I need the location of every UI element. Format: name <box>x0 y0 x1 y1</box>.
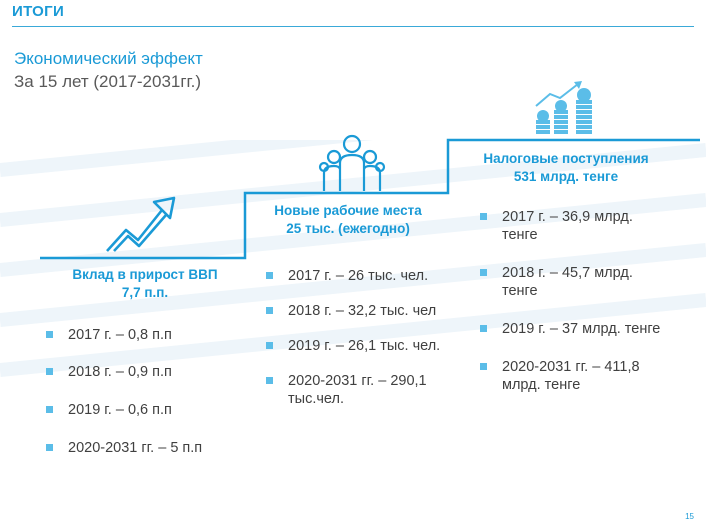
list-item-text: 2018 г. – 45,7 млрд. тенге <box>502 265 633 299</box>
list-item-text: 2019 г. – 26,1 тыс. чел. <box>288 338 441 354</box>
bullet-marker <box>266 272 273 279</box>
gdp-heading: Вклад в прирост ВВП 7,7 п.п. <box>40 266 250 302</box>
bullet-marker <box>480 363 487 370</box>
people-icon <box>318 134 386 191</box>
list-item: 2018 г. – 32,2 тыс. чел <box>266 302 456 320</box>
list-item: 2017 г. – 0,8 п.п <box>46 326 246 344</box>
list-item: 2020-2031 гг. – 290,1 тыс.чел. <box>266 372 458 408</box>
list-item-text: 2020-2031 гг. – 411,8 млрд. тенге <box>502 359 640 393</box>
coins-growth-icon <box>535 81 592 134</box>
list-item-text: 2020-2031 гг. – 5 п.п <box>68 440 203 456</box>
list-item: 2018 г. – 0,9 п.п <box>46 363 246 381</box>
list-item: 2020-2031 гг. – 5 п.п <box>46 439 246 457</box>
list-item: 2019 г. – 37 млрд. тенге <box>480 320 665 338</box>
tax-heading: Налоговые поступления 531 млрд. тенге <box>456 150 676 186</box>
bullet-marker <box>266 377 273 384</box>
growth-chart-icon <box>106 196 176 252</box>
subtitle-period: За 15 лет (2017-2031гг.) <box>14 72 202 91</box>
list-item-text: 2019 г. – 0,6 п.п <box>68 402 172 418</box>
jobs-heading-value: 25 тыс. (ежегодно) <box>286 221 410 236</box>
list-item: 2017 г. – 36,9 млрд. тенге <box>480 208 665 244</box>
list-item: 2020-2031 гг. – 411,8 млрд. тенге <box>480 358 665 394</box>
list-item-text: 2017 г. – 0,8 п.п <box>68 327 172 343</box>
tax-heading-value: 531 млрд. тенге <box>513 169 619 184</box>
bullet-marker <box>266 342 273 349</box>
bullet-marker <box>46 406 53 413</box>
bullet-marker <box>46 444 53 451</box>
list-item-text: 2018 г. – 32,2 тыс. чел <box>288 303 437 319</box>
jobs-heading-label: Новые рабочие места <box>274 203 422 218</box>
list-item-text: 2019 г. – 37 млрд. тенге <box>502 321 661 337</box>
subtitle-effect: Экономический эффект <box>14 49 203 68</box>
gdp-heading-label: Вклад в прирост ВВП <box>72 267 218 282</box>
list-item: 2019 г. – 0,6 п.п <box>46 401 246 419</box>
list-item-text: 2017 г. – 36,9 млрд. тенге <box>502 209 633 243</box>
bullet-marker <box>480 325 487 332</box>
list-item-text: 2020-2031 гг. – 290,1 тыс.чел. <box>288 373 427 407</box>
tax-heading-label: Налоговые поступления <box>483 151 649 166</box>
bullet-marker <box>46 331 53 338</box>
background-pattern <box>0 140 706 377</box>
list-item-text: 2017 г. – 26 тыс. чел. <box>288 268 429 284</box>
list-item: 2018 г. – 45,7 млрд. тенге <box>480 264 665 300</box>
list-item: 2017 г. – 26 тыс. чел. <box>266 267 456 285</box>
page-number: 15 <box>685 512 694 521</box>
bullet-marker <box>46 368 53 375</box>
list-item: 2019 г. – 26,1 тыс. чел. <box>266 337 456 355</box>
gdp-heading-value: 7,7 п.п. <box>121 285 169 300</box>
jobs-list: 2017 г. – 26 тыс. чел. 2018 г. – 32,2 ты… <box>266 267 456 408</box>
page-title: ИТОГИ <box>12 3 65 20</box>
tax-list: 2017 г. – 36,9 млрд. тенге 2018 г. – 45,… <box>480 208 665 394</box>
bullet-marker <box>480 213 487 220</box>
list-item-text: 2018 г. – 0,9 п.п <box>68 364 172 380</box>
bullet-marker <box>480 269 487 276</box>
title-divider <box>12 26 694 27</box>
bullet-marker <box>266 307 273 314</box>
jobs-heading: Новые рабочие места 25 тыс. (ежегодно) <box>248 202 448 238</box>
gdp-list: 2017 г. – 0,8 п.п 2018 г. – 0,9 п.п 2019… <box>46 326 246 457</box>
